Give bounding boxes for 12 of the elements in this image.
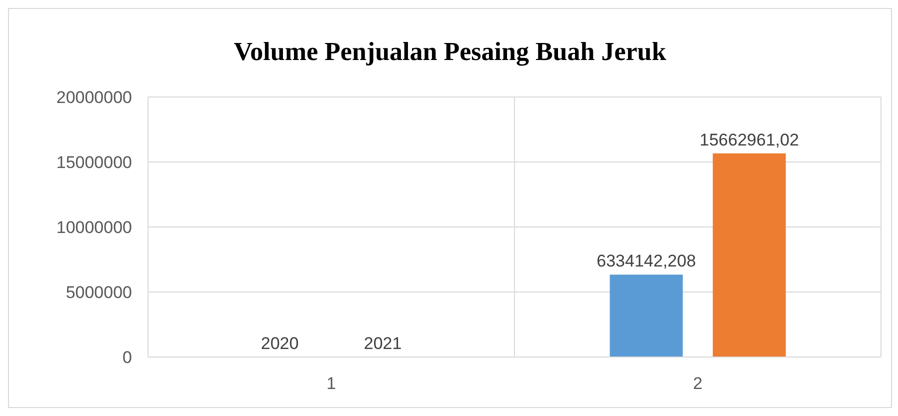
- data-label: 6334142,208: [596, 252, 696, 271]
- y-tick-label: 0: [122, 348, 132, 368]
- data-label: 2020: [260, 334, 299, 353]
- chart-title: Volume Penjualan Pesaing Buah Jeruk: [232, 37, 668, 67]
- y-tick-label: 5000000: [66, 283, 132, 302]
- y-tick-label: 20000000: [56, 88, 132, 108]
- x-tick-label: 2: [693, 374, 702, 394]
- y-tick-label: 10000000: [56, 218, 132, 238]
- data-label: 15662961,02: [700, 130, 799, 150]
- x-tick-label: 1: [326, 374, 336, 394]
- data-label: 2021: [364, 334, 402, 353]
- y-tick-label: 15000000: [56, 153, 132, 172]
